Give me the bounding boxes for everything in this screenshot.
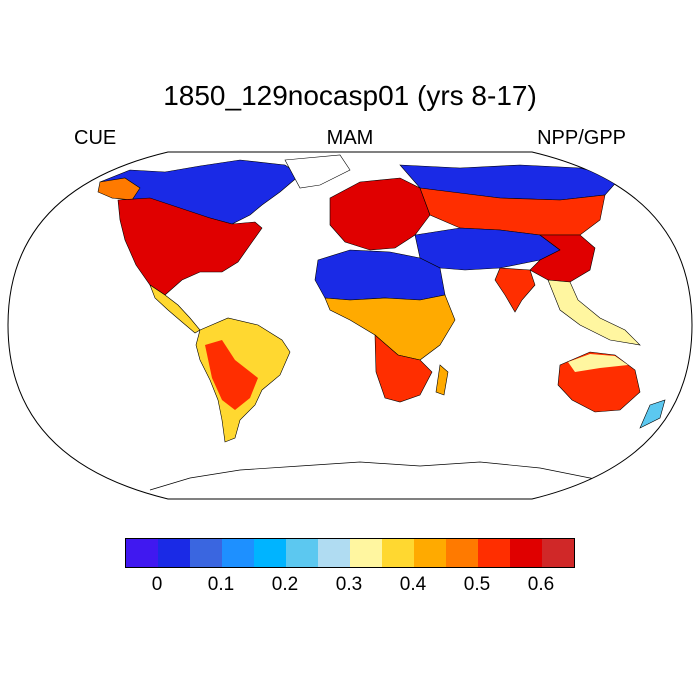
colorbar-swatch [542, 539, 574, 567]
colorbar-swatch [382, 539, 414, 567]
colorbar-swatch [318, 539, 350, 567]
land-southeast-asia [547, 279, 641, 346]
colorbar-tick-label: 0.2 [271, 574, 299, 595]
colorbar-tick-label: 0.1 [207, 574, 235, 595]
colorbar-swatch [478, 539, 510, 567]
land-new-zealand [639, 399, 666, 429]
colorbar-tick-label: 0.5 [463, 574, 491, 595]
land-india [494, 267, 536, 313]
colorbar-swatch [126, 539, 158, 567]
land-africa-central [324, 294, 456, 361]
land-africa-south [374, 334, 433, 403]
season-label: MAM [326, 127, 374, 149]
colorbar-swatch [254, 539, 286, 567]
land-madagascar [435, 364, 449, 396]
plot-title: 1850_129nocasp01 (yrs 8-17) [163, 80, 537, 111]
colorbar-tick-label: 0.6 [527, 574, 555, 595]
colorbar-tick-label: 0.3 [335, 574, 363, 595]
variable-short-label: CUE [74, 127, 117, 149]
colorbar-swatch [350, 539, 382, 567]
land-antarctica [149, 461, 631, 491]
colorbar-swatch [286, 539, 318, 567]
colorbar-swatch [190, 539, 222, 567]
land-central-america [149, 284, 201, 334]
land-greenland [284, 154, 351, 189]
colorbar [125, 538, 575, 568]
land-australia-north [568, 354, 628, 372]
colorbar-swatch [510, 539, 542, 567]
land-southern-brazil [205, 340, 258, 410]
colorbar-tick-label: 0.4 [399, 574, 427, 595]
colorbar-swatch [414, 539, 446, 567]
variable-long-label: NPP/GPP [537, 127, 626, 149]
colorbar-swatch [446, 539, 478, 567]
colorbar-swatch [222, 539, 254, 567]
colorbar-ticks: 0 0.1 0.2 0.3 0.4 0.5 0.6 [125, 574, 575, 598]
colorbar-swatch [158, 539, 190, 567]
colorbar-tick-label: 0 [151, 574, 163, 595]
land-usa [117, 197, 263, 296]
